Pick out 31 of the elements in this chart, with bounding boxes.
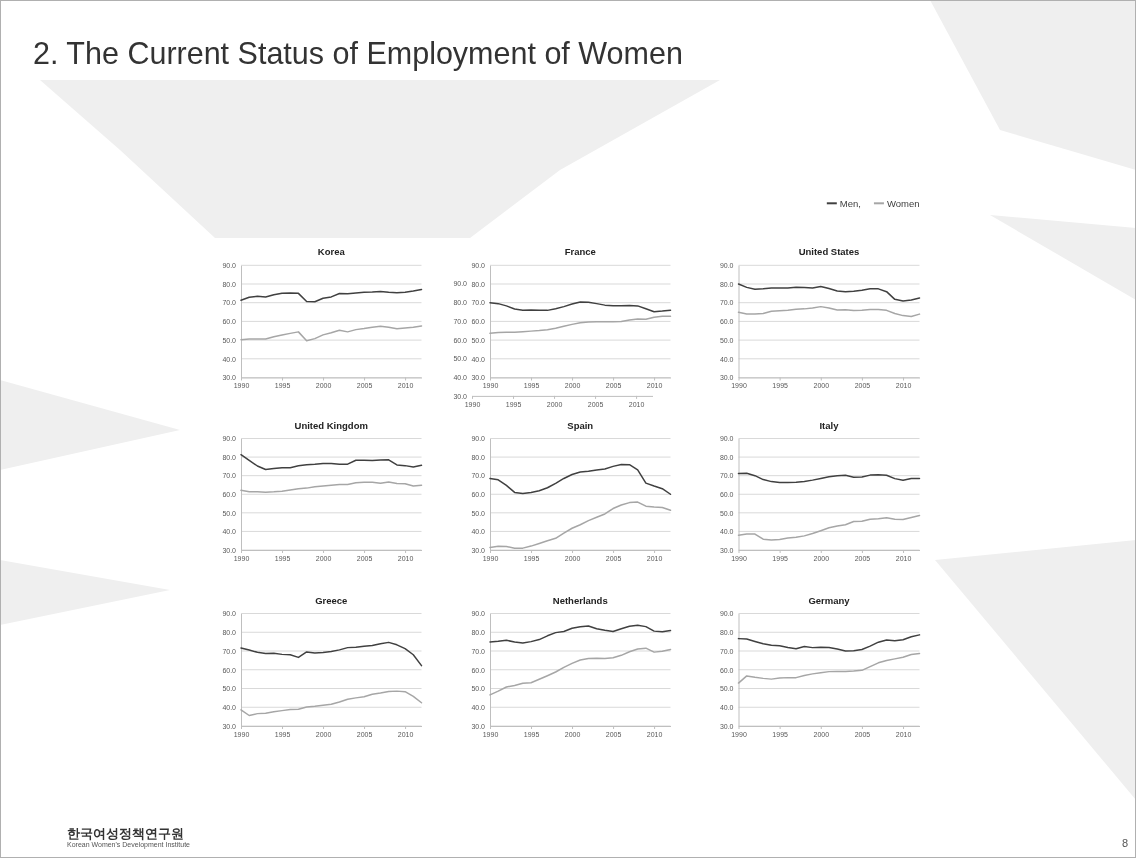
chart-title: United Kingdom bbox=[294, 419, 368, 431]
line-series bbox=[240, 481, 423, 493]
chart-title: United States bbox=[798, 246, 860, 258]
text: 한국여성정책연구원 bbox=[67, 826, 184, 841]
line-series bbox=[240, 641, 423, 667]
line-series bbox=[489, 463, 672, 495]
chart-title: Spain bbox=[567, 419, 594, 431]
legend-label: Men, bbox=[839, 197, 861, 209]
legend-label: Women bbox=[886, 197, 920, 209]
line-series bbox=[737, 305, 921, 318]
line-series bbox=[489, 624, 672, 644]
chart-title: Greece bbox=[315, 594, 348, 606]
line-series bbox=[240, 325, 423, 342]
line-series bbox=[737, 514, 921, 541]
line-series bbox=[737, 652, 921, 684]
chart-title: France bbox=[564, 246, 596, 258]
chart-title: Italy bbox=[819, 419, 840, 431]
chart-title: Netherlands bbox=[552, 594, 608, 606]
line-series bbox=[240, 690, 423, 717]
text: 8 bbox=[1121, 837, 1128, 849]
line-series bbox=[489, 301, 672, 313]
line-series bbox=[489, 647, 672, 696]
line-series bbox=[737, 634, 921, 652]
line-series bbox=[240, 453, 423, 471]
line-series bbox=[240, 288, 423, 303]
line-series bbox=[489, 315, 672, 335]
chart-title: Germany bbox=[808, 594, 851, 606]
line-series bbox=[737, 283, 921, 302]
text: 2. The Current Status of Employment of Women bbox=[33, 36, 683, 71]
chart-title: Korea bbox=[317, 246, 346, 258]
line-series bbox=[737, 472, 921, 484]
